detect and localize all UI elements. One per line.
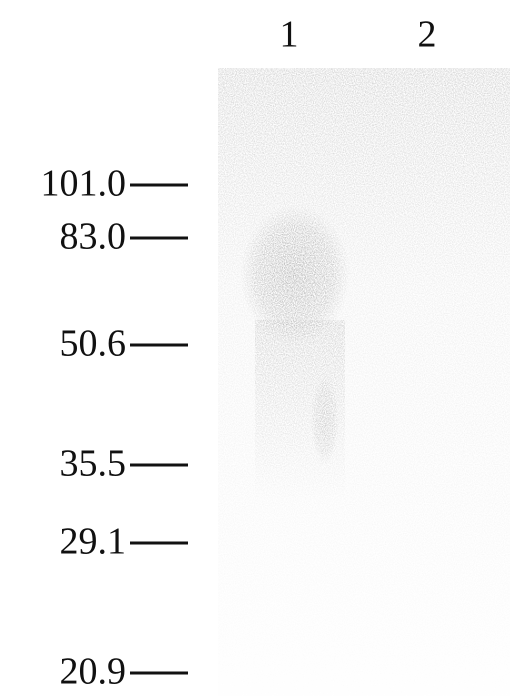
- marker-label: 20.9: [60, 651, 127, 693]
- marker-ladder: 101.0 83.0 50.6 35.5 29.1 20.9: [41, 163, 189, 693]
- gel-background: [218, 68, 510, 696]
- marker-label: 50.6: [60, 323, 127, 365]
- gel-image: 1 2 101.0 83.0 50.6 35.5 29.1 20.9: [0, 0, 510, 696]
- marker-label: 29.1: [60, 521, 127, 563]
- lane-label: 2: [418, 14, 437, 56]
- lane-label: 1: [280, 14, 299, 56]
- marker-label: 35.5: [60, 443, 127, 485]
- marker-label: 83.0: [60, 216, 127, 258]
- marker-label: 101.0: [41, 163, 127, 205]
